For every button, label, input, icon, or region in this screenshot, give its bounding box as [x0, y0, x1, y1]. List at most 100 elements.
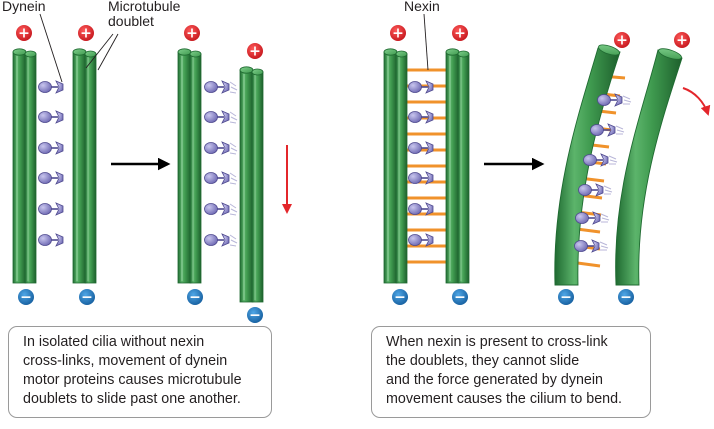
microtubule-label-line2: doublet — [108, 13, 154, 29]
minus-end-marker: − — [452, 289, 468, 306]
dynein-motor — [38, 141, 64, 155]
svg-text:−: − — [249, 308, 261, 324]
doublet-leader-line — [97, 33, 119, 71]
right-doublet — [445, 48, 470, 284]
dynein-motor — [597, 93, 623, 107]
dynein-motor — [408, 110, 434, 124]
svg-text:+: + — [18, 26, 30, 42]
left-bent-doublet — [554, 47, 621, 286]
svg-text:−: − — [394, 290, 406, 306]
caption-right-line-2: the doublets, they cannot slide — [386, 353, 580, 369]
dynein-stalk-lines — [229, 172, 238, 185]
right-doublet — [72, 48, 97, 284]
dynein-motor — [575, 211, 601, 225]
dynein-stalk-lines — [615, 125, 625, 135]
caption-right-line-1: When nexin is present to cross-link — [386, 334, 608, 350]
doublet-leader-line — [85, 33, 114, 69]
svg-text:−: − — [454, 290, 466, 306]
label-leader-lines — [39, 13, 429, 83]
dynein-motor — [204, 80, 230, 94]
caption-left-line-2: cross-links, movement of dynein — [23, 353, 228, 369]
plus-end-marker: + — [16, 25, 32, 42]
dynein-stalk-lines — [603, 185, 613, 195]
dynein-motor — [408, 80, 434, 94]
dynein-motor — [408, 233, 434, 247]
dynein-stalk-lines — [622, 95, 632, 105]
svg-text:−: − — [20, 290, 32, 306]
plus-end-marker: + — [247, 43, 263, 60]
dynein-motor — [204, 141, 230, 155]
dynein-stalk-lines — [229, 81, 238, 94]
dynein-motor — [590, 123, 616, 137]
plus-end-marker: + — [184, 25, 200, 42]
dynein-stalk-lines — [229, 234, 238, 247]
dynein-motor — [38, 110, 64, 124]
caption-without-nexin: In isolated cilia without nexin cross-li… — [8, 326, 272, 418]
nexin-label: Nexin — [404, 0, 440, 14]
minus-end-marker: − — [618, 289, 634, 306]
plus-end-marker: + — [390, 25, 406, 42]
dynein-motor — [38, 171, 64, 185]
svg-text:+: + — [454, 26, 466, 42]
svg-text:+: + — [392, 26, 404, 42]
minus-end-marker: − — [247, 307, 263, 324]
dynein-label: Dynein — [2, 0, 46, 14]
dynein-motor — [204, 233, 230, 247]
dynein-motor — [408, 202, 434, 216]
panel-after-sliding: + + − − — [177, 25, 292, 324]
plus-end-marker: + — [674, 32, 690, 49]
svg-text:+: + — [249, 44, 261, 60]
plus-end-marker: + — [614, 32, 630, 49]
panel-bending-cilium: + + − − + + − − — [383, 25, 711, 306]
dynein-motor — [408, 141, 434, 155]
dynein-motor — [204, 110, 230, 124]
dynein-stalk-lines — [600, 213, 610, 223]
minus-end-marker: − — [18, 289, 34, 306]
nexin-links — [406, 68, 448, 264]
dynein-motor — [408, 171, 434, 185]
bending-direction-arrow — [682, 87, 711, 116]
svg-text:+: + — [676, 33, 688, 49]
left-bent-cap — [598, 44, 620, 56]
dynein-stalk-lines — [229, 203, 238, 216]
left-doublet — [177, 48, 202, 284]
minus-end-marker: − — [79, 289, 95, 306]
bent-cilium: + + − − — [554, 32, 711, 306]
dynein-stalk-lines — [599, 241, 609, 251]
dynein-motor — [574, 239, 600, 253]
panel-before-sliding: + + − − — [12, 25, 97, 306]
microtubule-doublet-label: Microtubule doublet — [108, 0, 180, 29]
caption-with-nexin: When nexin is present to cross-link the … — [371, 326, 651, 418]
minus-end-marker: − — [187, 289, 203, 306]
dynein-motor — [204, 171, 230, 185]
slid-doublet — [239, 66, 264, 303]
caption-left-line-1: In isolated cilia without nexin — [23, 334, 205, 350]
nexin-leader-line — [423, 13, 429, 71]
dynein-motor — [204, 202, 230, 216]
dynein-stalk-lines — [229, 142, 238, 155]
svg-text:+: + — [616, 33, 628, 49]
caption-left-line-3: motor proteins causes microtubule — [23, 372, 242, 388]
svg-text:+: + — [80, 26, 92, 42]
svg-text:−: − — [81, 290, 93, 306]
left-doublet — [383, 48, 408, 284]
left-doublet — [12, 48, 37, 284]
svg-text:−: − — [189, 290, 201, 306]
dynein-stalk-lines — [229, 111, 238, 124]
minus-end-marker: − — [558, 289, 574, 306]
microtubule-label-line1: Microtubule — [108, 0, 181, 14]
svg-text:+: + — [186, 26, 198, 42]
svg-text:−: − — [620, 290, 632, 306]
caption-left-line-4: doublets to slide past one another. — [23, 391, 241, 407]
dynein-motor — [578, 183, 604, 197]
caption-right-line-3: and the force generated by dynein — [386, 372, 603, 388]
caption-right-line-4: movement causes the cilium to bend. — [386, 391, 623, 407]
dynein-motor — [583, 153, 609, 167]
dynein-motor — [38, 202, 64, 216]
plus-end-marker: + — [452, 25, 468, 42]
minus-end-marker: − — [392, 289, 408, 306]
plus-end-marker: + — [78, 25, 94, 42]
dynein-leader-line — [39, 13, 63, 83]
right-bent-doublet — [615, 49, 683, 286]
